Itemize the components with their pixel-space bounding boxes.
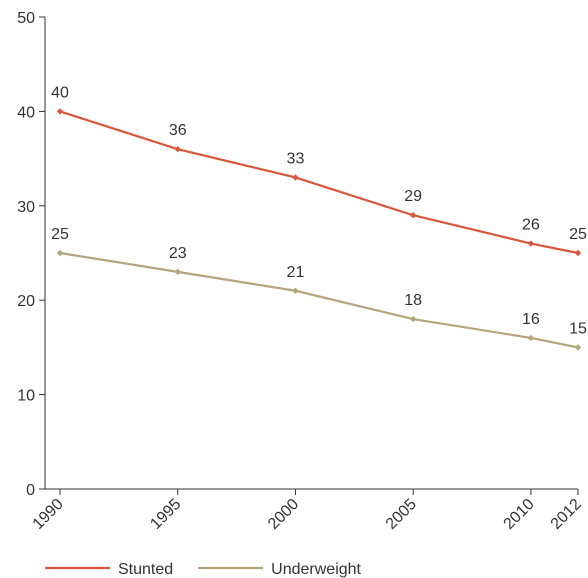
y-tick-label: 30 (17, 199, 35, 216)
axes (44, 17, 578, 490)
data-point-stunted (574, 249, 582, 257)
data-label-stunted: 25 (569, 226, 587, 243)
data-label-stunted: 26 (522, 217, 540, 234)
data-point-underweight (409, 315, 417, 323)
x-tick-label: 1995 (147, 496, 184, 533)
legend-label-stunted: Stunted (118, 561, 173, 578)
legend-label-underweight: Underweight (271, 561, 361, 578)
x-tick-label: 2010 (501, 496, 538, 533)
series-line-stunted (59, 110, 579, 255)
data-label-underweight: 23 (169, 245, 187, 262)
data-point-underweight (527, 334, 535, 342)
y-tick-label: 10 (17, 388, 35, 405)
x-tick-label: 1990 (30, 496, 67, 533)
y-tick-label: 40 (17, 104, 35, 121)
data-labels: 40 36 33 29 26 25 25 23 21 18 16 15 (51, 84, 587, 337)
data-label-underweight: 16 (522, 311, 540, 328)
data-label-stunted: 36 (169, 122, 187, 139)
data-point-stunted (292, 174, 299, 181)
data-point-underweight (56, 249, 64, 257)
legend-item-stunted: Stunted (45, 561, 173, 578)
data-label-underweight: 15 (569, 320, 587, 337)
data-point-stunted (409, 212, 417, 219)
y-tick-label: 50 (17, 10, 35, 27)
y-tick-label: 20 (17, 293, 35, 310)
data-label-underweight: 25 (51, 226, 69, 243)
x-tick-label: 2012 (548, 496, 585, 533)
legend-item-underweight: Underweight (198, 561, 362, 578)
data-point-underweight (574, 344, 582, 351)
x-axis-ticks: 1990 1995 2000 2005 2010 2012 (30, 489, 585, 533)
data-point-stunted (527, 240, 535, 247)
data-point-underweight (292, 287, 299, 294)
x-tick-label: 2000 (265, 496, 302, 533)
series (56, 108, 582, 351)
series-line-underweight (59, 251, 579, 349)
data-label-stunted: 29 (404, 188, 422, 205)
data-label-underweight: 18 (404, 292, 422, 309)
data-label-underweight: 21 (287, 264, 305, 281)
y-axis-ticks: 0 10 20 30 40 50 (17, 10, 45, 499)
data-label-stunted: 33 (287, 150, 305, 167)
data-point-underweight (174, 268, 181, 276)
y-tick-label: 0 (26, 482, 35, 499)
legend: Stunted Underweight (45, 561, 362, 578)
data-label-stunted: 40 (51, 84, 69, 101)
data-point-stunted (174, 145, 181, 153)
data-point-stunted (56, 108, 64, 115)
x-tick-label: 2005 (383, 496, 420, 533)
